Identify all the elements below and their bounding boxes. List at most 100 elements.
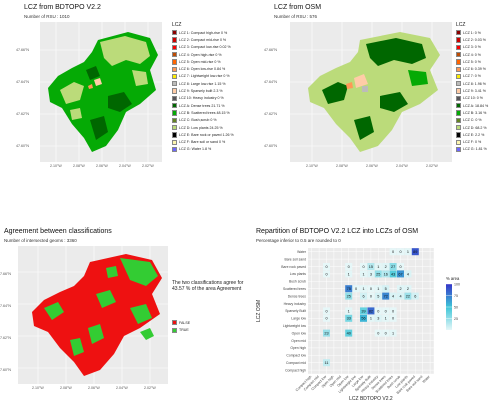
map-panel-osm: LCZ from OSM Number of RSU : 576 LCZ LCZ… [250,0,500,195]
heatmap-cell [389,329,397,337]
cell-value-label: 0 [325,272,327,276]
heatmap-cell [367,263,375,270]
legend-swatch [172,132,177,138]
cell-value-label: 39 [361,309,365,313]
heatmap-cell [345,263,353,270]
cell-value-label: 2 [399,287,401,291]
cell-value-label: 0 [377,309,379,313]
legend-item: FALSE [172,320,191,326]
heatmap-cell [397,248,404,256]
heatmap-cell [374,270,382,278]
legend-swatch [456,132,461,138]
axis-tick-label: 47.62°N [0,336,12,340]
legend-label: FALSE [179,320,191,325]
y-tick-label: Low plants [290,272,307,276]
legend-swatch [172,327,177,333]
axis-tick-label: 2.08°W [60,386,72,390]
legend-item: LCZ 7: 0 % [456,73,481,80]
heatmap-subtitle: Percentage inferior to 0.5 are rounded t… [256,238,341,243]
axis-tick-label: 2.06°W [88,386,100,390]
legend-label: LCZ 5: Open mid-rise 0 % [179,59,221,64]
cell-value-label: 22 [406,295,410,299]
cell-value-label: 25 [347,295,351,299]
legend-item: LCZ 5: 0 % [456,59,481,65]
legend-label: LCZ 10: Heavy industry 0 % [179,96,224,101]
legend-label: LCZ F: Bare soil or sand 0 % [179,140,226,145]
heatmap-chart: Compact high Compact mid Compact low Open h… [256,248,460,402]
axis-tick-label: 47.62°N [16,112,30,116]
legend-swatch [172,124,177,131]
heatmap-cell [367,292,375,300]
axis-tick-label: 47.66°N [264,48,278,52]
legend-label: LCZ 1: Compact high-rise 0 % [179,30,228,35]
legend-swatch [456,95,461,102]
heatmap-cell [360,307,367,315]
heatmap-cell [382,263,390,270]
heatmap-cell [323,314,330,322]
legend-swatch [456,66,461,72]
legend-swatch [172,103,177,109]
cell-value-label: 1 [362,287,364,291]
y-tick-label: Lightweight low [283,324,307,328]
legend-item: LCZ E: Bare rock or paved 1.26 % [172,132,234,138]
legend-item: LCZ F: 0 % [456,139,482,145]
legend-swatch [456,124,461,131]
axis-tick-label: 47.64°N [0,304,12,308]
cell-value-label: 1 [348,309,350,313]
cell-value-label: 0 [348,265,350,269]
y-tick-label: Open mid [291,339,306,343]
legend-item: LCZ C: 0 % [456,117,482,123]
cell-value-label: 5 [377,295,379,299]
cell-value-label: 0 [325,265,327,269]
legend-label: LCZ 6: Open low-rise 0.84 % [179,67,226,72]
cell-value-label: 1 [377,287,379,291]
legend-item: LCZ A: 18.84 % [456,103,488,109]
cell-value-label: 0 [370,295,372,299]
legend-swatch [456,139,461,145]
y-tick-label: Heavy industry [284,302,307,306]
heatmap-cell [397,270,404,278]
heatmap-title: Repartition of BDTOPO V2.2 LCZ into LCZs… [256,228,419,235]
y-tick-label: Open low [292,331,307,335]
cell-value-label: 1 [377,265,379,269]
axis-tick-label: 47.62°N [264,112,278,116]
legend-label: LCZ A: Dense trees 21.71 % [179,103,225,108]
axis-tick-label: 47.64°N [16,80,30,84]
legend-swatch [456,81,461,87]
heatmap-cell [389,292,397,300]
heatmap-cell [404,292,412,300]
legend-swatch [172,110,177,116]
legend-label: LCZ C: 0 % [463,118,482,123]
y-tick-label: Open high [290,346,306,350]
y-tick-label: Large low [291,317,306,321]
cell-value-label: 11 [325,361,329,365]
legend-item: LCZ 10: Heavy industry 0 % [172,95,224,102]
y-axis-title: LCZ OSM [256,300,262,322]
heatmap-cell [397,285,404,293]
map-subtitle: Number of RSU : 1010 [24,14,70,19]
colorbar-tick-label: 50 [454,305,458,309]
cell-value-label: 0 [325,317,327,321]
y-tick-label: Bare soil sand [285,257,307,261]
axis-tick-label: 2.04°W [116,386,128,390]
legend-label: LCZ 10: 0 % [463,96,483,101]
legend-label: LCZ 8: 1.96 % [463,81,486,86]
heatmap-cell [374,329,382,337]
cell-value-label: 0 [355,287,357,291]
cell-value-label: 2 [407,287,409,291]
cell-value-label: 72 [384,295,388,299]
cell-value-label: 0 [325,309,327,313]
legend-label: LCZ F: 0 % [463,140,482,145]
cell-value-label: 1 [362,272,364,276]
legend-item: LCZ 5: Open mid-rise 0 % [172,59,221,65]
axis-tick-label: 47.66°N [16,48,30,52]
y-tick-label: Sparsely Built [285,309,306,313]
heatmap-cell [323,270,330,278]
cell-value-label: 0 [362,265,364,269]
heatmap-cell [382,329,390,337]
heatmap-cell [382,314,390,322]
heatmap-cell [360,270,367,278]
legend-item: LCZ 8: Large low-rise 1.15 % [172,81,226,87]
heatmap-cell [382,270,390,278]
legend-swatch [172,139,177,145]
